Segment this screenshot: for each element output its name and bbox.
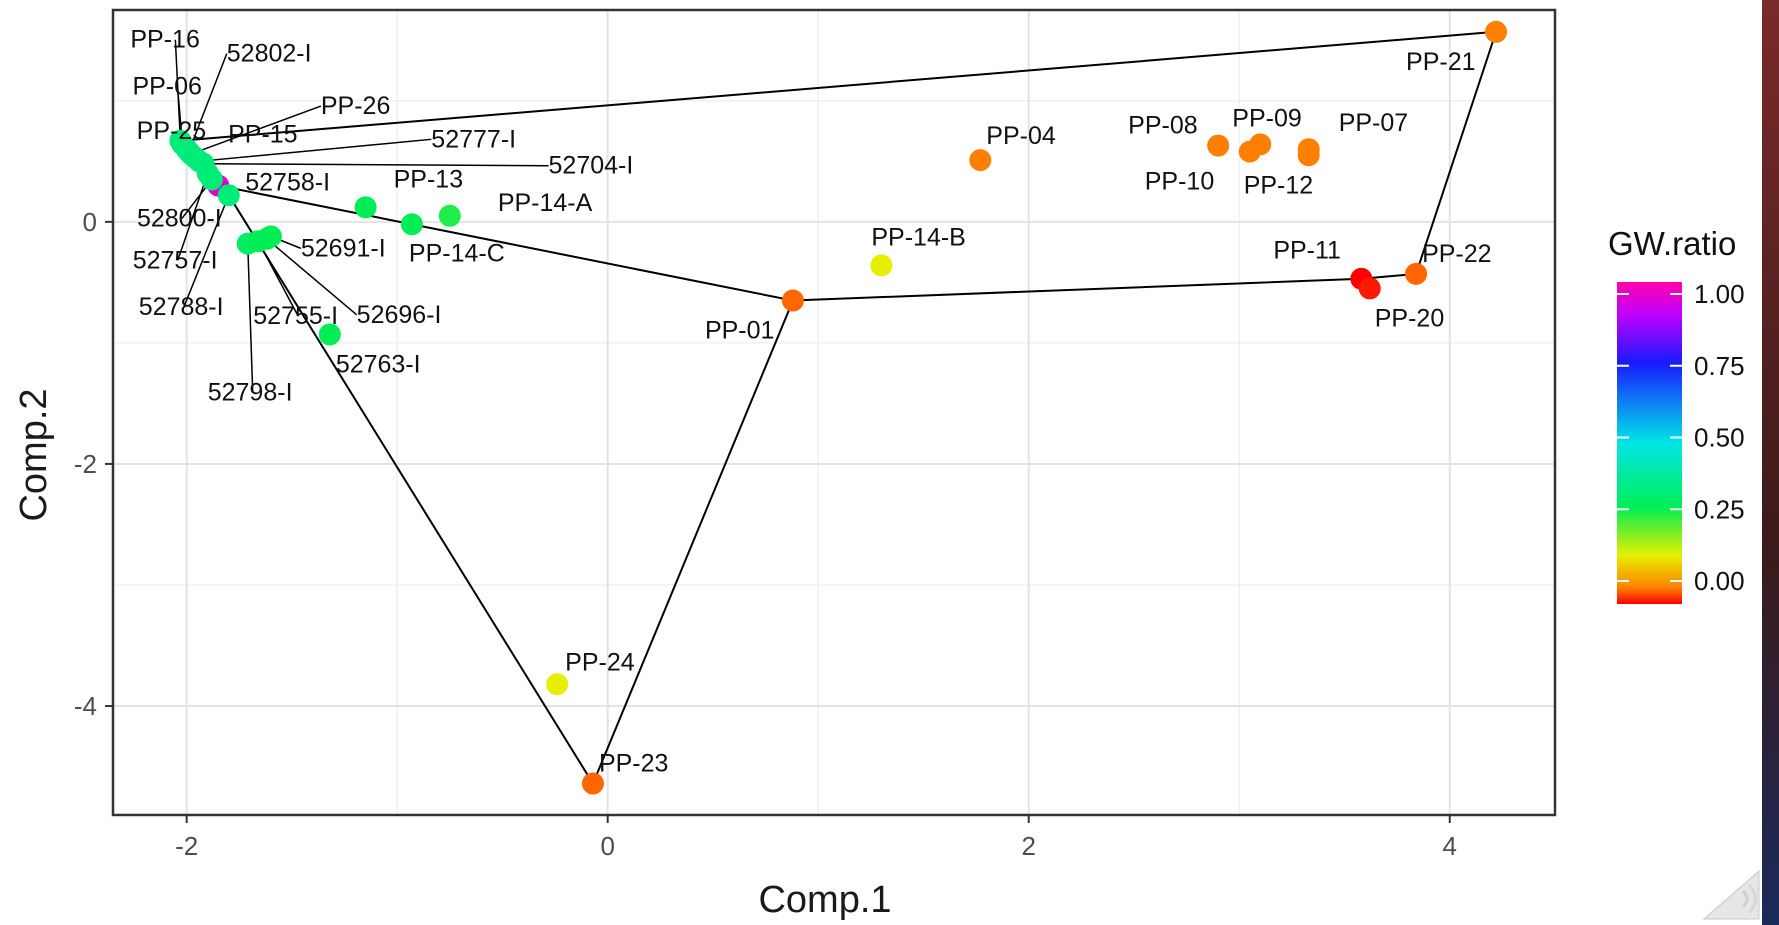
legend-tick-label: 0.25	[1694, 494, 1745, 524]
leader-line	[246, 243, 254, 393]
x-axis-title: Comp.1	[758, 879, 891, 921]
x-tick-label: -2	[175, 831, 198, 861]
point-pp-24	[546, 673, 569, 696]
point-label: PP-06	[132, 72, 201, 100]
point-label: 52763-I	[336, 350, 421, 378]
data-points	[169, 20, 1508, 795]
point-label: PP-14-B	[871, 223, 965, 251]
hull-outline	[179, 30, 1498, 786]
point-label: PP-21	[1406, 48, 1475, 76]
point-pp-14-a	[438, 204, 461, 227]
point-label: PP-11	[1273, 237, 1341, 265]
point-label: PP-24	[565, 648, 635, 676]
convex-hull-lines	[179, 30, 1498, 786]
legend-tick-label: 1.00	[1694, 279, 1745, 309]
point-label: PP-15	[228, 121, 297, 149]
legend-tick-label: 0.75	[1694, 351, 1745, 381]
point-label: PP-20	[1375, 304, 1444, 332]
legend-title: GW.ratio	[1608, 225, 1736, 262]
point-pp-22	[1405, 262, 1428, 285]
point-label: PP-07	[1339, 109, 1408, 137]
point-pp-12	[1297, 144, 1320, 167]
hull-inner-line	[218, 184, 794, 302]
point-label: 52798-I	[208, 379, 293, 407]
point-pp-10	[1238, 140, 1261, 163]
leader-line	[199, 138, 432, 163]
point-pp-01	[781, 289, 804, 312]
point-label: PP-12	[1244, 171, 1313, 199]
leader-line	[183, 194, 230, 308]
y-tick-label: -4	[74, 691, 97, 721]
point-label: PP-13	[394, 165, 463, 193]
point-label: PP-26	[321, 92, 390, 120]
point-label: 52757-I	[133, 246, 218, 274]
point-label: PP-01	[705, 317, 774, 345]
leader-line	[177, 173, 209, 261]
point-pp-23	[581, 772, 604, 795]
point-pp-14-b	[870, 254, 893, 277]
point-label: PP-25	[137, 117, 206, 145]
point-label: 52800-I	[137, 204, 222, 232]
x-tick-label: 0	[600, 831, 614, 861]
point-labels: PP-21 PP-08 PP-09 PP-10 PP-07 PP-12 PP-04 PP-14…	[130, 26, 1491, 778]
point-label: 52755-I	[253, 302, 338, 330]
point-label: 52696-I	[357, 301, 442, 329]
x-tick-label: 4	[1443, 831, 1457, 861]
point-label: PP-09	[1232, 104, 1301, 132]
point-pp-08	[1207, 134, 1230, 157]
leader-line	[257, 240, 299, 317]
point-label: PP-22	[1422, 240, 1491, 268]
point-label: PP-08	[1128, 112, 1197, 140]
point-label: 52691-I	[301, 234, 386, 262]
legend: GW.ratio 1.00 0.75 0.50 0.25 0.00	[1608, 225, 1745, 604]
legend-colorbar	[1617, 282, 1682, 604]
point-label: 52777-I	[431, 125, 516, 153]
y-tick-label: -2	[74, 449, 97, 479]
point-pp-20	[1358, 277, 1381, 300]
point-52757-i	[196, 162, 219, 185]
label-leader-lines	[174, 39, 549, 393]
point-label: 52788-I	[139, 293, 224, 321]
point-pp-04	[969, 149, 992, 172]
y-axis-title: Comp.2	[13, 388, 55, 521]
leader-line	[203, 162, 549, 167]
axes: -2 0 2 4 -4 -2 0	[74, 8, 1557, 861]
point-pp-21	[1485, 20, 1508, 43]
leader-line	[266, 238, 358, 316]
point-label: PP-16	[130, 26, 199, 54]
point-label: 52704-I	[549, 152, 634, 180]
point-label: 52802-I	[227, 40, 312, 68]
window-edge-strip	[1762, 0, 1779, 925]
point-52755-i	[247, 230, 270, 253]
point-label: PP-10	[1145, 168, 1214, 196]
point-label: 52758-I	[245, 169, 330, 197]
point-pp-14-c	[400, 213, 423, 236]
point-label: PP-04	[986, 122, 1056, 150]
point-pp-13	[354, 196, 377, 219]
panel-border	[111, 8, 1557, 817]
point-52763-i	[318, 323, 341, 346]
y-tick-label: 0	[83, 207, 97, 237]
legend-tick-label: 0.00	[1694, 566, 1745, 596]
speaker-icon	[1702, 869, 1760, 920]
point-52788-i	[217, 184, 240, 207]
leader-line	[190, 105, 322, 155]
point-label: PP-14-C	[409, 239, 505, 267]
x-tick-label: 2	[1021, 831, 1035, 861]
leader-line	[188, 53, 228, 152]
point-label: PP-14-A	[498, 189, 593, 217]
point-label: PP-23	[599, 750, 668, 778]
legend-tick-label: 0.50	[1694, 423, 1745, 453]
